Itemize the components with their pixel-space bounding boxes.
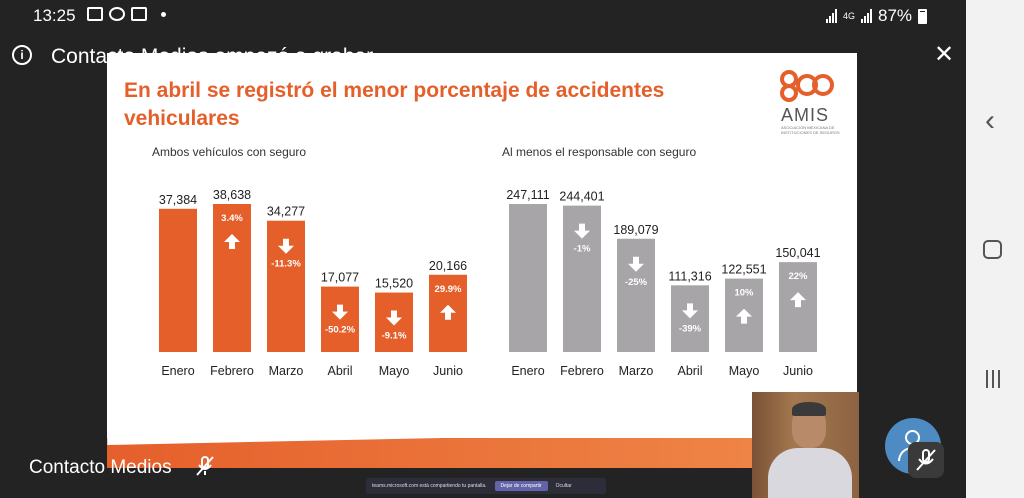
chart2-category-label: Enero	[511, 364, 544, 378]
arrow-up-icon	[736, 308, 752, 324]
mic-off-icon	[196, 456, 214, 476]
chart1-change-label: -9.1%	[382, 331, 407, 342]
chart1-value-label: 37,384	[159, 193, 197, 207]
chart1-category-label: Abril	[327, 364, 352, 378]
chart2-change-label: 10%	[734, 288, 754, 299]
chart2-category-label: Junio	[783, 364, 813, 378]
chart2-title: Al menos el responsable con seguro	[502, 145, 697, 159]
chart2-value-label: 189,079	[613, 223, 658, 237]
slide-footer-bar	[107, 438, 857, 468]
video-person-body	[768, 448, 852, 498]
recents-icon[interactable]	[986, 370, 1000, 388]
stop-sharing-button[interactable]: Dejar de compartir	[494, 481, 548, 491]
self-video-thumbnail[interactable]	[752, 392, 859, 498]
status-right: 4G 87%	[826, 6, 928, 26]
video-person-hair	[792, 402, 826, 416]
chart1-value-label: 15,520	[375, 277, 413, 291]
arrow-down-icon	[574, 223, 590, 239]
caller-name: Contacto Medios	[29, 457, 172, 478]
image-icon	[87, 7, 103, 21]
chart2-category-label: Mayo	[729, 364, 760, 378]
back-icon[interactable]: ‹	[985, 104, 995, 137]
arrow-up-icon	[790, 292, 806, 308]
network-type: 4G	[843, 10, 856, 21]
arrow-up-icon	[440, 304, 456, 320]
share-text: teams.microsoft.com está compartiendo tu…	[372, 483, 487, 489]
whatsapp-icon	[109, 7, 125, 21]
chart1-change-label: 3.4%	[221, 213, 243, 224]
chart1-change-label: 29.9%	[435, 284, 462, 295]
signal-icon	[826, 9, 837, 23]
chart1-bar-febrero	[213, 204, 251, 352]
signal-icon-2	[861, 9, 873, 23]
more-notifications-icon	[161, 11, 166, 17]
hide-share-bar-button[interactable]: Ocultar	[555, 483, 572, 489]
arrow-down-icon	[386, 310, 402, 326]
home-icon[interactable]	[983, 240, 1002, 259]
logo-tagline: ASOCIACIÓN MEXICANA DE INSTITUCIONES DE …	[781, 125, 840, 135]
slide-title-line2: vehiculares	[124, 107, 240, 130]
arrow-down-icon	[278, 238, 294, 254]
chart2-category-label: Febrero	[560, 364, 604, 378]
chart1-category-label: Febrero	[210, 364, 254, 378]
android-nav-rail: ‹	[966, 0, 1024, 498]
amis-logo: AMIS ASOCIACIÓN MEXICANA DE INSTITUCIONE…	[775, 67, 840, 135]
chart2-category-label: Abril	[677, 364, 702, 378]
avatar-mic-off-icon	[908, 442, 944, 478]
chart1-title: Ambos vehículos con seguro	[152, 145, 307, 159]
chart2-value-label: 150,041	[775, 246, 820, 260]
chart2-change-label: -25%	[625, 277, 648, 288]
info-icon[interactable]: i	[12, 45, 32, 65]
notification-icons	[87, 7, 166, 21]
arrow-down-icon	[332, 304, 348, 320]
chart2-value-label: 247,111	[506, 188, 549, 202]
chart1-value-label: 17,077	[321, 271, 359, 285]
slide-title: En abril se registró el menor porcentaje…	[124, 77, 724, 133]
chart2-bar-abril	[671, 285, 709, 352]
chart2-change-label: -1%	[574, 244, 591, 255]
chart1-value-label: 38,638	[213, 188, 251, 202]
battery-percent: 87%	[878, 6, 913, 25]
chart1-category-label: Mayo	[379, 364, 410, 378]
chart1-change-label: -50.2%	[325, 325, 356, 336]
chart1-value-label: 34,277	[267, 205, 305, 219]
battery-icon	[918, 8, 928, 24]
arrow-down-icon	[682, 303, 698, 319]
chart1-category-label: Junio	[433, 364, 463, 378]
amis-logo-mark	[780, 70, 834, 102]
arrow-down-icon	[628, 256, 644, 272]
chart1-category-label: Enero	[161, 364, 194, 378]
close-icon[interactable]: ✕	[934, 41, 955, 68]
chart2-value-label: 122,551	[721, 263, 766, 277]
chart2-bar-enero	[509, 204, 547, 352]
chart2-change-label: 22%	[788, 271, 808, 282]
shared-slide: En abril se registró el menor porcentaje…	[107, 53, 857, 468]
chart1-change-label: -11.3%	[271, 259, 301, 270]
chart1-bar-enero	[159, 208, 197, 352]
slide-title-line1: En abril se registró el menor porcentaje…	[124, 79, 665, 102]
clock: 13:25	[33, 6, 76, 25]
screen-share-bar: teams.microsoft.com está compartiendo tu…	[366, 478, 606, 494]
status-bar: 13:25 4G 87%	[0, 0, 966, 32]
mail-icon	[131, 7, 147, 21]
logo-text: AMIS	[781, 105, 830, 125]
chart2-value-label: 244,401	[559, 190, 604, 204]
chart2-category-label: Marzo	[619, 364, 654, 378]
bar-charts: 37,384 Enero 38,638 Febrero 3.4% 34,277 Marzo -…	[159, 188, 821, 378]
chart2-bar-marzo	[617, 238, 655, 352]
chart2-change-label: -39%	[679, 323, 702, 334]
arrow-up-icon	[224, 234, 240, 249]
chart2-value-label: 111,316	[668, 269, 711, 283]
chart1-category-label: Marzo	[269, 364, 304, 378]
chart1-value-label: 20,166	[429, 259, 467, 273]
